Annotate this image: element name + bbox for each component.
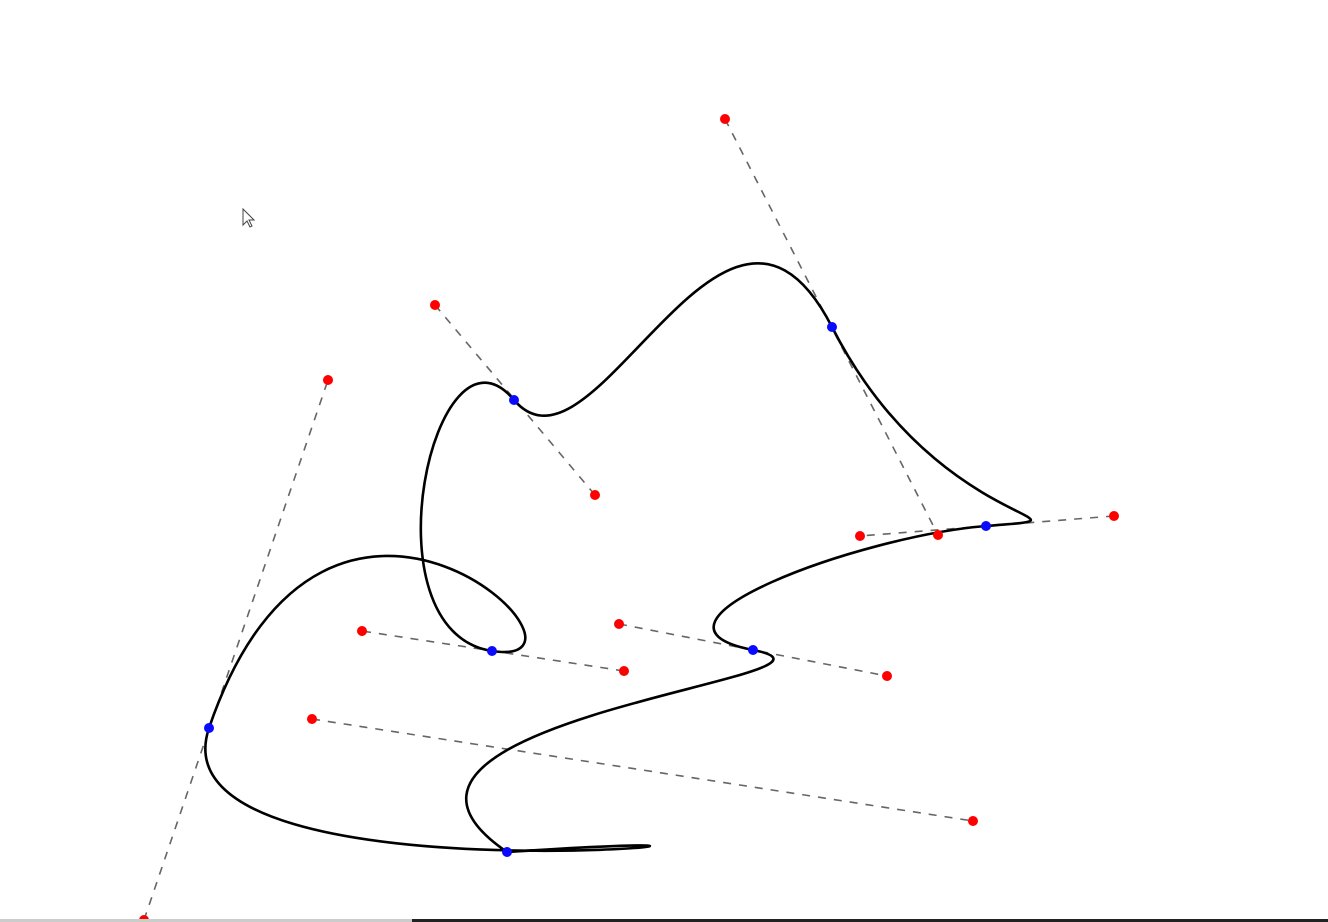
- anchor-points: [204, 322, 991, 857]
- control-point[interactable]: [1109, 511, 1119, 521]
- control-points: [139, 114, 1119, 922]
- control-point[interactable]: [933, 530, 943, 540]
- control-point[interactable]: [720, 114, 730, 124]
- handle-line: [618, 623, 888, 677]
- control-point[interactable]: [357, 626, 367, 636]
- bezier-curve[interactable]: [204, 262, 1033, 854]
- control-point[interactable]: [855, 531, 865, 541]
- control-point[interactable]: [619, 666, 629, 676]
- anchor-point[interactable]: [748, 645, 758, 655]
- anchor-point[interactable]: [827, 322, 837, 332]
- anchor-point[interactable]: [502, 847, 512, 857]
- handle-line: [724, 118, 939, 536]
- control-point[interactable]: [323, 375, 333, 385]
- control-point[interactable]: [882, 671, 892, 681]
- bottom-edge-left: [0, 919, 412, 922]
- mouse-cursor-icon: [242, 207, 256, 228]
- control-point[interactable]: [614, 619, 624, 629]
- anchor-point[interactable]: [509, 395, 519, 405]
- control-point[interactable]: [590, 490, 600, 500]
- anchor-point[interactable]: [487, 646, 497, 656]
- anchor-point[interactable]: [981, 521, 991, 531]
- bottom-edge-right: [412, 919, 1328, 922]
- control-point[interactable]: [430, 300, 440, 310]
- control-point[interactable]: [307, 714, 317, 724]
- handle-line: [859, 515, 1115, 537]
- control-point[interactable]: [968, 816, 978, 826]
- anchor-point[interactable]: [204, 723, 214, 733]
